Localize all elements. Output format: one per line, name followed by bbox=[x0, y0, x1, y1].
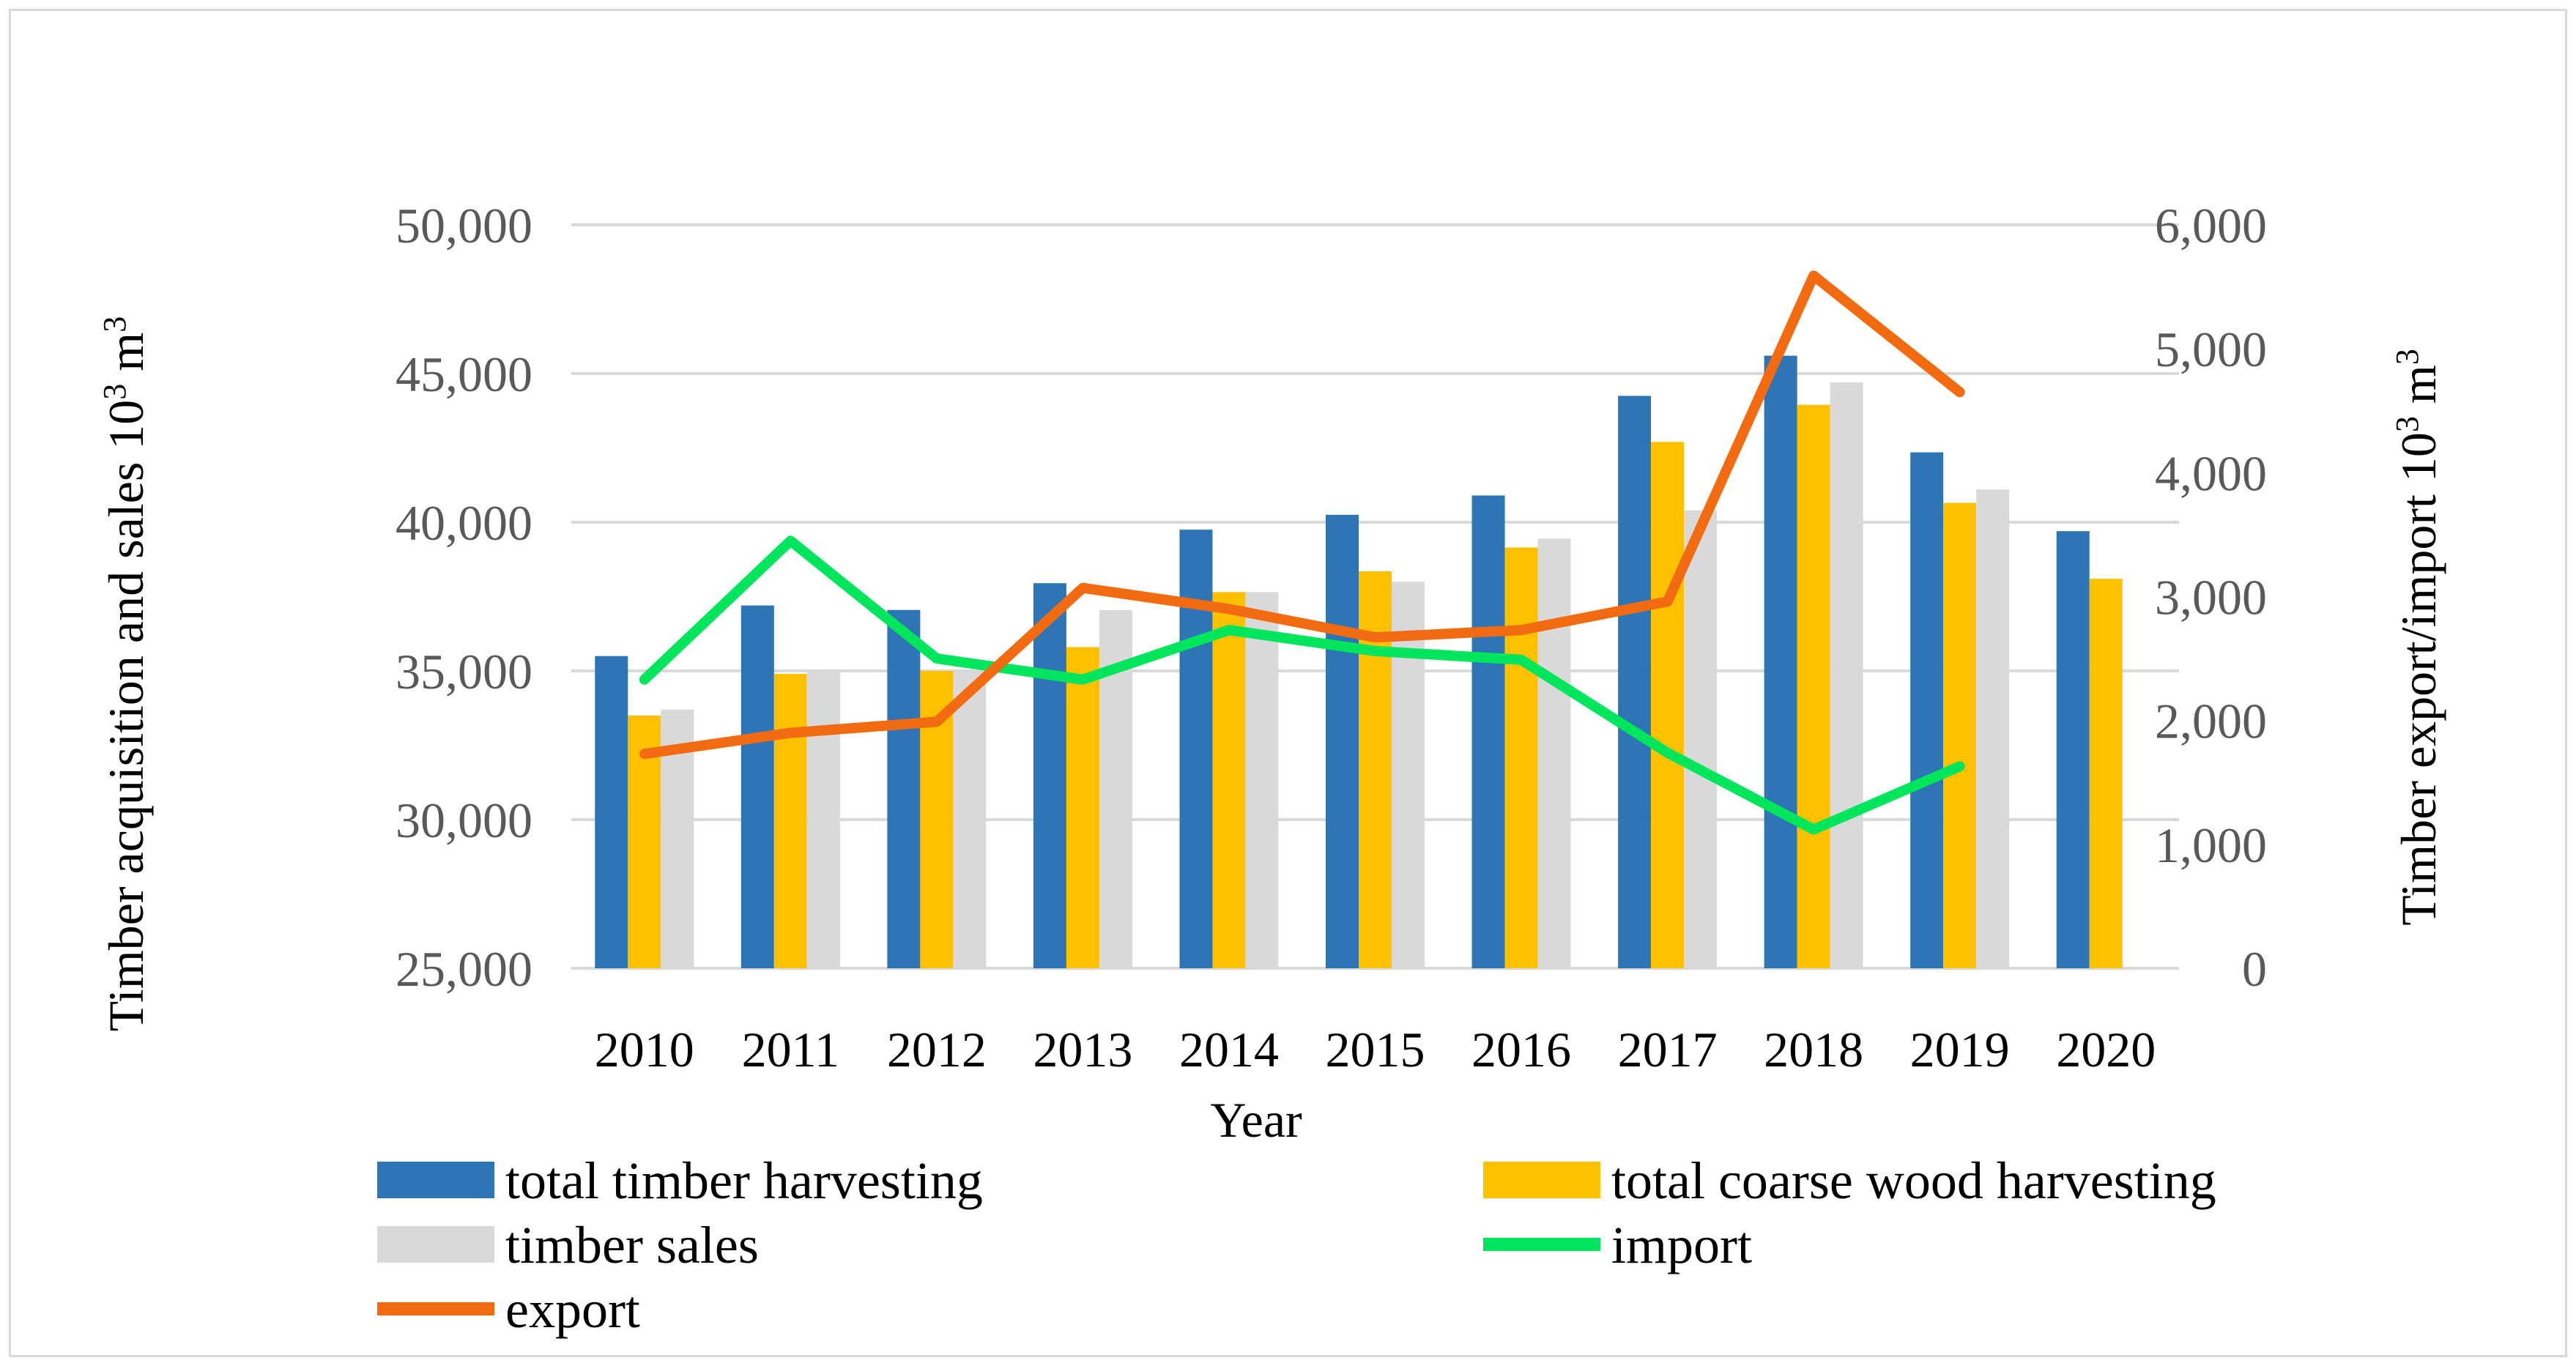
x-tick-label: 2018 bbox=[1764, 1022, 1863, 1077]
line-import bbox=[639, 535, 1965, 835]
legend: total timber harvesting total coarse woo… bbox=[377, 1151, 2216, 1339]
bar-total-coarse-wood-harvesting-2017 bbox=[1651, 442, 1685, 968]
bar-total-timber-harvesting-2015 bbox=[1326, 514, 1359, 968]
x-tick-label: 2014 bbox=[1179, 1022, 1279, 1077]
bar-total-coarse-wood-harvesting-2013 bbox=[1066, 647, 1099, 968]
bar-total-timber-harvesting-2011 bbox=[740, 605, 774, 968]
legend-label-timber-sales: timber sales bbox=[505, 1216, 759, 1274]
right-axis-title: Timber export/import 103 m3 bbox=[2389, 349, 2447, 926]
bar-timber-sales-2012 bbox=[953, 669, 987, 968]
left-tick-label: 30,000 bbox=[396, 792, 532, 848]
bar-timber-sales-2014 bbox=[1245, 592, 1279, 968]
right-tick-label: 2,000 bbox=[2155, 694, 2267, 749]
bar-total-timber-harvesting-2018 bbox=[1764, 355, 1797, 968]
x-axis-title: Year bbox=[1210, 1092, 1302, 1148]
bar-total-timber-harvesting-2013 bbox=[1033, 583, 1066, 968]
right-tick-label: 5,000 bbox=[2155, 322, 2267, 377]
x-tick-label: 2017 bbox=[1618, 1022, 1718, 1077]
legend-swatch-total-timber-harvesting bbox=[377, 1162, 494, 1198]
bar-timber-sales-2016 bbox=[1537, 538, 1571, 968]
bar-total-timber-harvesting-2017 bbox=[1618, 396, 1652, 968]
right-tick-label: 3,000 bbox=[2155, 570, 2267, 626]
left-tick-label: 40,000 bbox=[396, 495, 532, 551]
lines bbox=[639, 270, 1965, 835]
left-tick-label: 50,000 bbox=[396, 198, 532, 253]
bar-timber-sales-2015 bbox=[1392, 582, 1425, 968]
bar-timber-sales-2018 bbox=[1830, 382, 1863, 968]
x-tick-label: 2019 bbox=[1910, 1022, 2010, 1077]
x-tick-label: 2010 bbox=[595, 1022, 694, 1077]
x-tick-label: 2013 bbox=[1033, 1022, 1132, 1077]
left-tick-label: 25,000 bbox=[396, 941, 532, 997]
bar-total-coarse-wood-harvesting-2016 bbox=[1504, 547, 1538, 968]
bar-total-timber-harvesting-2010 bbox=[595, 656, 628, 968]
right-tick-label: 0 bbox=[2242, 941, 2267, 997]
right-tick-label: 1,000 bbox=[2155, 817, 2267, 873]
bar-total-timber-harvesting-2019 bbox=[1910, 452, 1944, 968]
bar-timber-sales-2017 bbox=[1684, 510, 1718, 968]
legend-label-total-coarse-wood-harvesting: total coarse wood harvesting bbox=[1611, 1151, 2216, 1210]
right-tick-label: 6,000 bbox=[2155, 198, 2267, 253]
legend-label-export: export bbox=[505, 1280, 640, 1339]
bar-total-timber-harvesting-2012 bbox=[887, 609, 921, 968]
legend-swatch-total-coarse-wood-harvesting bbox=[1483, 1162, 1600, 1198]
bar-total-coarse-wood-harvesting-2020 bbox=[2089, 579, 2123, 968]
bar-timber-sales-2011 bbox=[806, 669, 840, 968]
bar-total-coarse-wood-harvesting-2011 bbox=[773, 674, 807, 968]
left-axis-title: Timber acquisition and sales 103 m3 bbox=[97, 316, 155, 1031]
right-axis-ticks: 0 1,000 2,000 3,000 4,000 5,000 6,000 bbox=[2155, 198, 2267, 997]
bar-total-coarse-wood-harvesting-2014 bbox=[1212, 592, 1246, 968]
right-tick-label: 4,000 bbox=[2155, 445, 2267, 501]
x-tick-label: 2015 bbox=[1326, 1022, 1425, 1077]
line-export bbox=[639, 270, 1965, 760]
x-tick-label: 2020 bbox=[2056, 1022, 2156, 1077]
x-tick-label: 2012 bbox=[887, 1022, 987, 1077]
bar-total-timber-harvesting-2016 bbox=[1471, 495, 1505, 968]
bar-total-timber-harvesting-2014 bbox=[1179, 530, 1213, 968]
legend-label-import: import bbox=[1611, 1216, 1752, 1274]
bar-timber-sales-2019 bbox=[1976, 489, 2010, 968]
x-tick-label: 2011 bbox=[742, 1022, 839, 1077]
left-tick-label: 45,000 bbox=[396, 346, 532, 402]
x-tick-label: 2016 bbox=[1471, 1022, 1571, 1077]
bar-total-coarse-wood-harvesting-2018 bbox=[1797, 404, 1830, 968]
bar-total-timber-harvesting-2020 bbox=[2056, 531, 2090, 968]
legend-label-total-timber-harvesting: total timber harvesting bbox=[505, 1151, 983, 1210]
legend-swatch-timber-sales bbox=[377, 1226, 494, 1263]
bars bbox=[595, 355, 2123, 968]
chart-frame bbox=[9, 9, 2567, 1357]
left-axis-ticks: 25,000 30,000 35,000 40,000 45,000 50,000 bbox=[396, 198, 532, 997]
x-axis-ticks: 2010 2011 2012 2013 2014 2015 2016 2017 2018 2019… bbox=[595, 1022, 2156, 1077]
bar-total-coarse-wood-harvesting-2019 bbox=[1943, 502, 1977, 968]
left-tick-label: 35,000 bbox=[396, 644, 532, 699]
